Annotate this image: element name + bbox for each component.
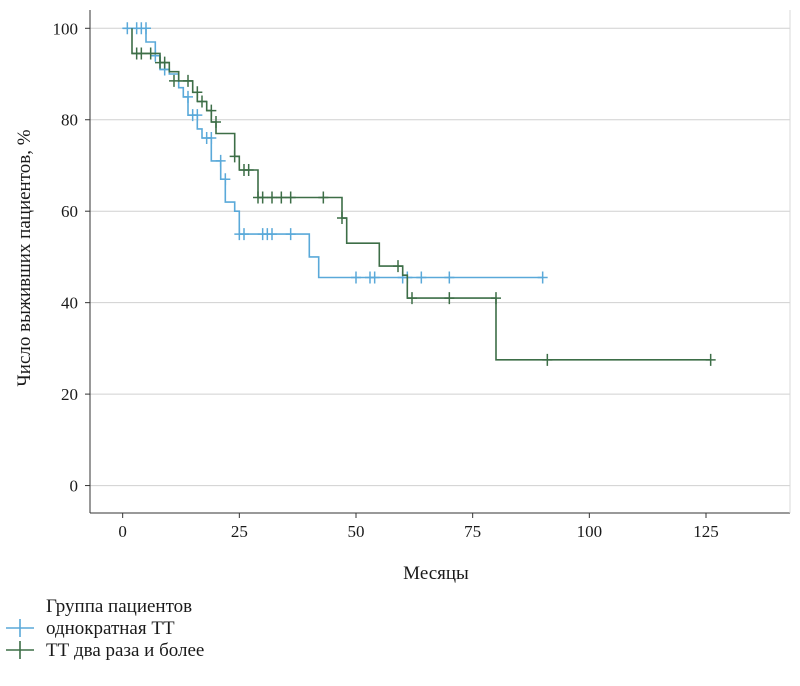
- censor-mark-2-6: [183, 74, 193, 87]
- legend-label-1: однократная ТТ: [46, 618, 175, 639]
- x-tick-label-50: 50: [348, 522, 365, 541]
- legend-title: Группа пациентов: [46, 596, 192, 617]
- x-axis-label: Месяцы: [403, 563, 469, 584]
- y-tick-label-20: 20: [61, 385, 78, 404]
- legend-symbol-2: [6, 641, 34, 659]
- series-line-2: [131, 28, 711, 361]
- censor-mark-1-3: [141, 22, 151, 35]
- censor-mark-2-13: [243, 164, 254, 177]
- censor-mark-2-10: [211, 116, 221, 129]
- x-tick-label-25: 25: [231, 522, 248, 541]
- censor-mark-2-20: [337, 212, 347, 225]
- censor-mark-1-21: [369, 271, 380, 284]
- series-1: [122, 22, 548, 284]
- censor-mark-1-17: [267, 228, 277, 241]
- censor-mark-1-4: [150, 49, 161, 62]
- censor-mark-2-21: [393, 260, 403, 273]
- censor-mark-2-4: [159, 56, 170, 69]
- censor-mark-2-17: [276, 191, 287, 204]
- legend-symbol-1: [6, 619, 34, 637]
- axes: [89, 10, 791, 514]
- censor-mark-1-24: [416, 271, 427, 284]
- gridlines: [90, 27, 790, 487]
- y-tick-label-60: 60: [61, 202, 78, 221]
- censor-mark-2-5: [169, 74, 179, 87]
- censor-mark-1-26: [537, 271, 548, 284]
- censor-mark-2-22: [407, 292, 417, 305]
- censor-mark-2-1: [136, 47, 147, 60]
- y-tick-label-80: 80: [61, 111, 78, 130]
- censor-mark-2-8: [197, 95, 207, 108]
- censor-mark-1-8: [192, 109, 203, 122]
- censor-mark-2-18: [285, 191, 296, 204]
- y-tick-label-100: 100: [53, 19, 79, 38]
- x-ticks: 0 25 50 75 100 125: [118, 513, 719, 541]
- censor-mark-1-11: [215, 154, 226, 167]
- censor-mark-2-25: [542, 353, 553, 366]
- x-tick-label-75: 75: [464, 522, 481, 541]
- censor-mark-2-19: [318, 191, 329, 204]
- series: [122, 22, 716, 366]
- series-line-1: [122, 27, 543, 279]
- censor-mark-2-16: [267, 191, 277, 204]
- censor-mark-1-10: [206, 132, 217, 145]
- censor-mark-2-15: [257, 191, 268, 204]
- y-axis-label: Число выживших пациентов, %: [14, 129, 35, 386]
- censor-mark-2-23: [444, 292, 455, 305]
- censor-mark-2-9: [206, 104, 217, 117]
- x-tick-label-0: 0: [118, 522, 127, 541]
- censor-mark-1-19: [351, 271, 361, 284]
- censor-mark-2-11: [229, 150, 240, 163]
- censor-mark-2-7: [192, 86, 203, 99]
- censor-mark-1-18: [285, 228, 296, 241]
- y-tick-label-40: 40: [61, 294, 78, 313]
- legend-label-2: ТТ два раза и более: [46, 640, 204, 661]
- y-ticks: 0 20 40 60 80 100: [53, 19, 90, 496]
- series-2: [131, 28, 716, 366]
- censor-mark-2-26: [705, 353, 716, 366]
- x-tick-label-125: 125: [693, 522, 719, 541]
- y-tick-label-0: 0: [70, 477, 79, 496]
- censor-mark-2-24: [491, 292, 501, 305]
- censor-mark-1-12: [220, 173, 231, 186]
- censor-mark-1-25: [444, 271, 455, 284]
- x-tick-label-100: 100: [577, 522, 603, 541]
- censor-mark-1-0: [122, 22, 133, 35]
- censor-mark-1-14: [239, 228, 249, 241]
- censor-mark-1-6: [183, 90, 193, 103]
- censor-mark-2-2: [145, 47, 156, 60]
